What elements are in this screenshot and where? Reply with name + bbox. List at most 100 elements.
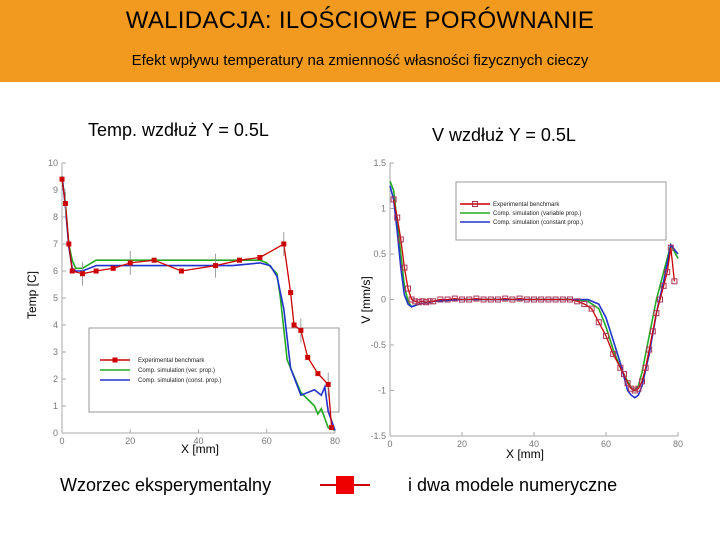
temp-legend-marker [112,357,118,363]
velocity-x-tick-label: 40 [529,439,539,449]
velocity-x-tick-label: 20 [457,439,467,449]
temp-data-point [291,322,297,328]
temp-data-point [329,425,335,431]
velocity-data-point [509,296,516,303]
temp-y-tick-label: 1 [53,401,58,411]
temp-data-point [236,257,242,263]
velocity-data-point [419,298,426,305]
temp-y-tick-label: 9 [53,185,58,195]
legend-key-marker [336,476,354,494]
velocity-data-point [610,351,617,358]
temp-data-point [298,327,304,333]
velocity-data-point [621,371,627,378]
temp-data-point [93,268,99,274]
temp-y-axis-label: Temp [C] [25,271,39,319]
velocity-data-point [628,385,635,392]
temp-data-point [178,268,184,274]
velocity-y-tick-label: 0 [381,295,386,305]
temp-data-point [213,263,219,269]
velocity-data-point [444,296,451,303]
temp-data-point [288,290,294,296]
velocity-data-point [437,296,444,303]
velocity-data-point [423,299,429,306]
velocity-data-point [574,298,581,305]
velocity-legend-label-1: Comp. simulation (variable prop.) [493,211,581,217]
temp-y-tick-label: 3 [53,347,58,357]
velocity-data-point [516,295,523,302]
velocity-x-axis-label: X [mm] [506,447,544,461]
velocity-x-tick-label: 60 [601,439,611,449]
velocity-data-point [671,278,678,285]
velocity-data-point [617,364,624,371]
velocity-data-point [642,364,649,371]
caption-experimental: Wzorzec eksperymentalny [60,475,272,495]
temp-data-point [281,241,287,247]
temp-data-point [69,268,75,274]
velocity-data-point [502,295,509,302]
velocity-data-point [466,296,473,303]
temp-x-tick-label: 40 [193,436,203,446]
velocity-data-point [415,299,422,306]
velocity-series-line-1 [389,180,679,392]
temp-data-point [79,271,85,277]
page-subtitle: Efekt wpływu temperatury na zmienność wł… [131,52,589,69]
temp-x-tick-label: 60 [262,436,272,446]
velocity-x-tick-label: 0 [387,439,392,449]
velocity-y-tick-label: -1 [378,386,386,396]
velocity-data-point [473,295,480,302]
velocity-y-tick-label: -1.5 [370,431,386,441]
velocity-data-point [401,264,408,271]
temp-x-tick-label: 0 [59,436,64,446]
velocity-legend-marker [472,201,478,207]
velocity-y-tick-label: 0.5 [373,249,386,259]
velocity-data-point [624,380,631,387]
velocity-data-point [660,282,667,289]
velocity-data-point [545,296,552,303]
velocity-data-point [451,295,458,302]
temp-y-tick-label: 10 [48,158,58,168]
velocity-data-point [603,332,609,339]
temp-series-line-1 [61,176,336,432]
temp-data-point [62,201,68,206]
velocity-data-point [394,214,401,221]
caption-numerical: i dwa modele numeryczne [408,475,618,495]
velocity-legend-label-0: Experimental benchmark [493,202,560,208]
velocity-y-tick-label: 1.5 [373,158,386,168]
velocity-y-tick-label: 1 [381,204,386,214]
velocity-data-point [588,305,595,312]
legend-key-experimental [320,476,370,494]
velocity-data-point [581,301,588,308]
velocity-data-point [523,296,530,303]
temp-legend-label-2: Comp. simulation (const. prop.) [138,378,221,384]
velocity-data-point [657,296,663,303]
temp-y-tick-label: 6 [53,266,58,276]
temp-legend-box [88,327,340,413]
velocity-data-point [487,296,494,303]
velocity-legend-box [455,181,667,241]
velocity-data-point [664,269,671,276]
velocity-data-point [538,296,545,303]
velocity-data-point [426,298,433,305]
velocity-data-point [459,296,465,303]
velocity-data-point [397,236,404,243]
temp-y-tick-label: 0 [53,428,58,438]
velocity-data-point [531,296,537,303]
velocity-data-point [559,296,566,303]
velocity-data-point [646,346,653,353]
velocity-data-point [567,296,573,303]
temp-data-point [127,260,133,266]
velocity-data-point [408,296,415,303]
temp-y-tick-label: 2 [53,374,58,384]
velocity-chart-title: V wzdłuż Y = 0.5L [432,125,576,145]
velocity-legend-label-2: Comp. simulation (constant prop.) [493,220,583,226]
velocity-data-point [390,196,397,203]
velocity-data-point [405,285,411,292]
velocity-data-point [480,296,487,303]
temp-y-tick-label: 7 [53,239,58,249]
temp-y-tick-label: 4 [53,320,58,330]
temp-legend-label-0: Experimental benchmark [138,358,205,364]
temp-data-point [151,257,157,263]
velocity-data-point [412,298,419,305]
